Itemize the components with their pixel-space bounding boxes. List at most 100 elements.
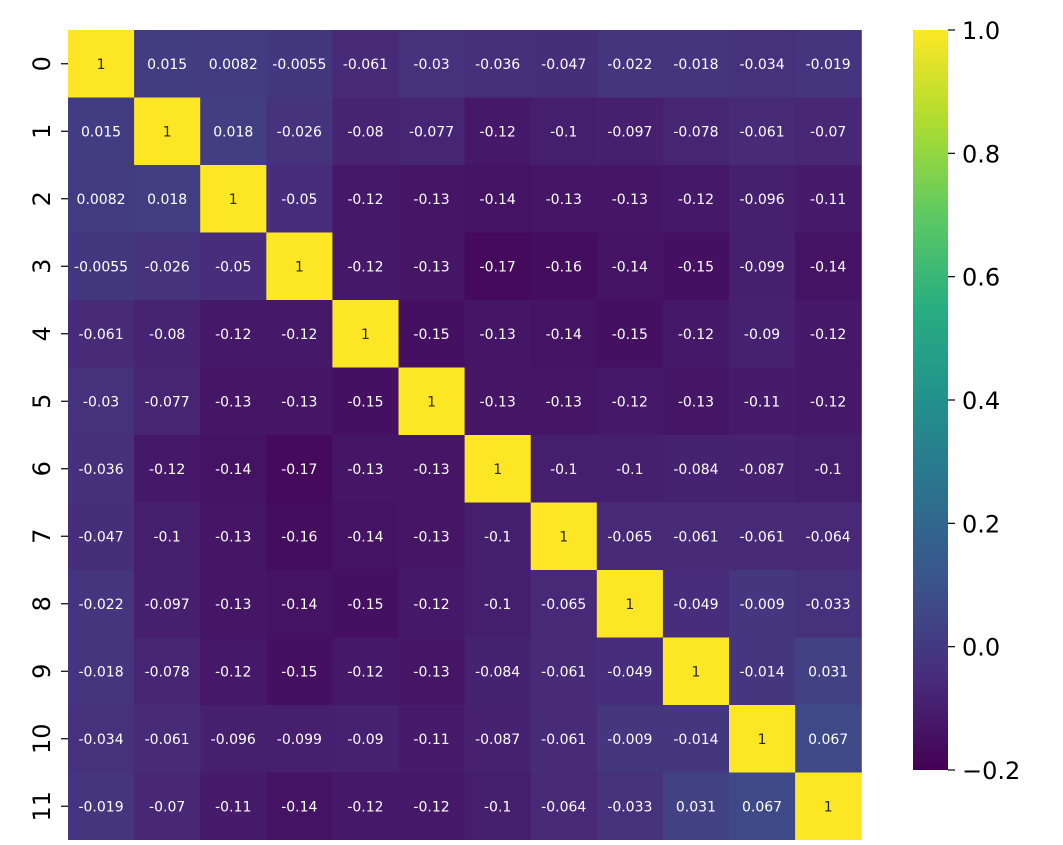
heatmap-cell [464,772,532,841]
y-tick-label: 5 [28,394,56,409]
heatmap-cell [266,367,333,436]
cell-value-label: 0.018 [213,124,253,140]
heatmap-cell [398,165,466,234]
cell-value-label: -0.15 [347,394,383,410]
cell-value-label: -0.16 [546,259,582,275]
cell-value-label: -0.12 [281,327,317,343]
heatmap-cell [134,30,201,99]
cell-value-label: 1 [295,259,304,275]
cell-value-label: -0.05 [281,192,317,208]
heatmap-cell [795,232,862,301]
cell-value-label: -0.12 [347,799,383,815]
heatmap-cell [795,705,862,774]
colorbar-tick-label: −0.2 [962,757,1020,785]
colorbar-tick-label: 0.8 [962,140,1000,168]
heatmap-cell [332,30,400,99]
heatmap-cell [596,367,664,436]
heatmap-cell [398,570,466,639]
heatmap-cell [200,570,267,639]
cell-value-label: -0.13 [480,394,516,410]
cell-value-label: -0.12 [347,192,383,208]
cell-value-label: -0.12 [347,259,383,275]
cell-value-label: -0.061 [343,57,388,73]
cell-value-label: -0.099 [277,732,322,748]
cell-value-label: -0.061 [739,124,784,140]
cell-value-label: -0.077 [409,124,454,140]
cell-value-label: -0.13 [215,597,251,613]
cell-value-label: -0.13 [281,394,317,410]
cell-value-label: -0.065 [607,529,652,545]
heatmap-cell [200,30,267,99]
cell-value-label: -0.022 [78,597,123,613]
heatmap-cell [530,435,598,504]
heatmap-cell [266,97,333,166]
cell-value-label: -0.08 [149,327,185,343]
cell-value-label: -0.14 [480,192,516,208]
heatmap-cell [398,637,466,706]
cell-value-label: -0.078 [145,664,190,680]
colorbar-tick-label: 0.4 [962,387,1000,415]
heatmap-cell [332,165,400,234]
cell-value-label: -0.0055 [272,57,326,73]
y-tick-label: 9 [28,664,56,679]
heatmap-cell [530,637,598,706]
heatmap-cell [134,97,201,166]
cell-value-label: -0.13 [678,394,714,410]
cell-value-label: -0.049 [673,597,718,613]
cell-value-label: -0.13 [413,462,449,478]
cell-value-label: -0.1 [814,462,841,478]
cell-value-label: -0.13 [413,192,449,208]
heatmap-cell [729,97,796,166]
heatmap-cell [795,30,862,99]
heatmap-cell [332,97,400,166]
cell-value-label: -0.087 [739,462,784,478]
cell-value-label: -0.078 [673,124,718,140]
heatmap-cell [795,502,862,571]
heatmap-cell [134,637,201,706]
heatmap-cell [596,97,664,166]
cell-value-label: -0.009 [607,732,652,748]
cell-value-label: -0.13 [612,192,648,208]
cell-value-label: 1 [361,327,370,343]
heatmap-cell [662,705,730,774]
heatmap-cell [68,772,135,841]
heatmap-cell [68,637,135,706]
heatmap-cell [596,705,664,774]
y-tick-label: 7 [28,529,56,544]
heatmap-cell [795,300,862,369]
heatmap-cell [596,30,664,99]
cell-value-label: -0.17 [281,462,317,478]
y-tick-label: 1 [28,124,56,139]
heatmap-cell [596,570,664,639]
heatmap-cell [134,435,201,504]
cell-value-label: -0.022 [607,57,652,73]
colorbar-tick-label: 0.6 [962,264,1000,292]
cell-value-label: 0.031 [808,664,848,680]
cell-value-label: -0.15 [347,597,383,613]
cell-value-label: -0.097 [145,597,190,613]
heatmap-cell [398,502,466,571]
heatmap-cell [68,232,135,301]
cell-value-label: -0.061 [673,529,718,545]
cell-value-label: -0.13 [413,664,449,680]
heatmap-cell [68,30,135,99]
heatmap-cell [200,300,267,369]
heatmap-cell [729,705,796,774]
heatmap-cell [266,637,333,706]
heatmap-cell [795,435,862,504]
cell-value-label: -0.026 [277,124,322,140]
heatmap-cell [68,165,135,234]
cell-value-label: -0.1 [484,597,511,613]
heatmap-cell [530,165,598,234]
cell-value-label: 1 [163,124,172,140]
heatmap-cell [68,367,135,436]
cell-value-label: -0.096 [739,192,784,208]
cell-value-label: -0.014 [673,732,718,748]
cell-value-label: -0.11 [810,192,846,208]
cell-value-label: -0.09 [744,327,780,343]
colorbar-tick-label: 1.0 [962,17,1000,45]
cell-value-label: 0.067 [742,799,782,815]
heatmap-cell [200,165,267,234]
heatmap-cell [266,300,333,369]
cell-value-label: -0.05 [215,259,251,275]
